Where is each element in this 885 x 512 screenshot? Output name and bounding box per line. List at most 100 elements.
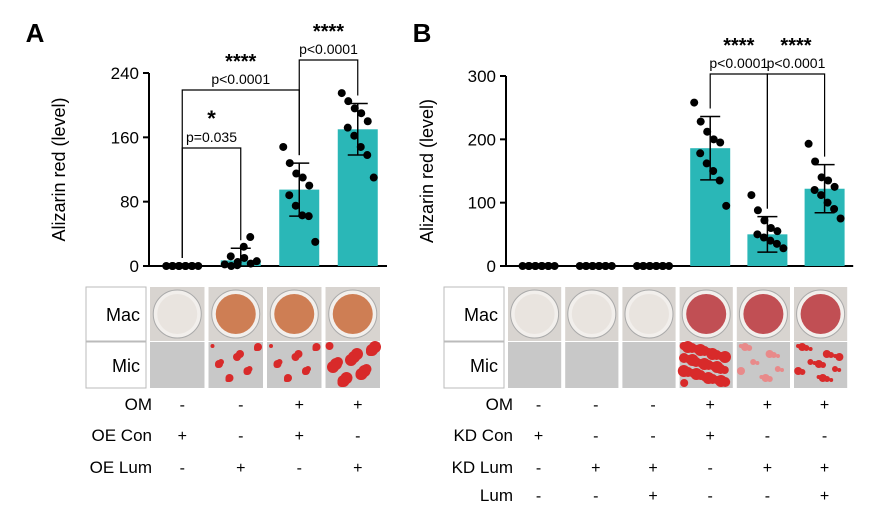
stain-spot (325, 342, 334, 350)
y-tick-label: 200 (468, 130, 496, 149)
stain-spot (807, 359, 814, 365)
data-point (722, 201, 731, 210)
data-point (162, 262, 171, 270)
data-point (658, 262, 667, 270)
data-point (187, 262, 196, 270)
data-point (696, 149, 705, 158)
data-point (753, 230, 762, 239)
data-point (279, 142, 288, 151)
stain-spot (291, 353, 300, 361)
data-point (652, 262, 660, 270)
data-point (246, 259, 255, 268)
y-tick-label: 240 (111, 64, 139, 83)
data-point (716, 138, 725, 147)
data-point (747, 191, 756, 200)
data-point (779, 244, 788, 253)
y-tick-label: 300 (468, 67, 496, 86)
data-point (703, 127, 712, 136)
data-point (581, 262, 590, 270)
p-value-label: p<0.0001 (767, 55, 826, 71)
data-point (298, 173, 307, 182)
condition-label: OE Con (92, 426, 152, 445)
data-point (518, 262, 527, 270)
data-point (766, 224, 775, 232)
significance-bracket (181, 147, 242, 258)
data-point (830, 182, 839, 191)
data-point (639, 262, 647, 270)
condition-value: + (820, 397, 829, 414)
condition-value: + (591, 460, 600, 477)
image-row-label-box (443, 286, 505, 342)
data-point (702, 159, 711, 168)
image-row-label: Mac (106, 305, 140, 325)
condition-label: KD Con (453, 426, 513, 445)
image-row-label-box (85, 286, 147, 342)
data-point (690, 98, 699, 107)
p-value-label: p=0.035 (186, 129, 237, 145)
data-point (350, 104, 359, 113)
image-row-label: Mac (464, 305, 498, 325)
stain-spot (832, 366, 838, 372)
thumbnail-frame (622, 342, 676, 388)
y-tick-label: 80 (120, 193, 139, 212)
data-point (766, 236, 775, 245)
image-row-label: Mic (470, 356, 498, 376)
data-point (285, 159, 294, 168)
data-point (665, 262, 673, 270)
stain-spot (355, 370, 366, 380)
stained-well (332, 294, 373, 334)
y-axis-label: Alizarin red (level) (49, 97, 69, 241)
data-point (810, 186, 819, 194)
y-tick-label: 160 (111, 128, 139, 147)
condition-value: + (353, 397, 362, 414)
data-point (305, 181, 314, 190)
condition-value: + (295, 428, 304, 445)
stain-spot (720, 377, 731, 387)
condition-value: - (593, 488, 598, 505)
condition-label: Lum (480, 486, 513, 505)
panel-label: B (413, 18, 432, 48)
thumbnail-frame (150, 342, 205, 388)
condition-value: - (765, 428, 770, 445)
data-point (544, 262, 553, 270)
data-point (194, 262, 203, 270)
data-point (343, 123, 352, 132)
stain-spot (243, 369, 250, 375)
data-point (760, 216, 769, 225)
condition-value: + (706, 397, 715, 414)
stain-spot (284, 378, 288, 382)
condition-value: - (297, 460, 302, 477)
condition-value: + (295, 397, 304, 414)
stain-spot (337, 379, 346, 387)
condition-value: - (238, 397, 243, 414)
stain-spot (680, 379, 689, 387)
condition-value: - (765, 488, 770, 505)
data-point (823, 198, 832, 207)
data-point (753, 206, 762, 215)
condition-value: - (536, 460, 541, 477)
y-tick-label: 0 (130, 257, 139, 276)
stain-spot (254, 347, 258, 351)
significance-stars: **** (723, 35, 754, 57)
data-point (363, 151, 372, 160)
significance-stars: * (207, 106, 216, 131)
condition-value: - (822, 428, 827, 445)
image-row-label-box (85, 341, 147, 389)
y-axis-label: Alizarin red (level) (417, 99, 437, 243)
stained-well (686, 294, 727, 334)
condition-value: - (708, 488, 713, 505)
stain-spot (704, 348, 713, 356)
data-point (252, 257, 261, 266)
stained-well (274, 294, 315, 334)
panel-label: A (26, 18, 45, 48)
stain-spot (750, 359, 757, 365)
condition-value: - (536, 488, 541, 505)
condition-value: + (534, 428, 543, 445)
stain-spot (829, 378, 834, 382)
data-point (772, 239, 781, 248)
data-point (759, 233, 768, 242)
stain-spot (269, 344, 273, 348)
condition-value: + (353, 460, 362, 477)
data-point (633, 262, 641, 270)
data-point (824, 176, 833, 185)
